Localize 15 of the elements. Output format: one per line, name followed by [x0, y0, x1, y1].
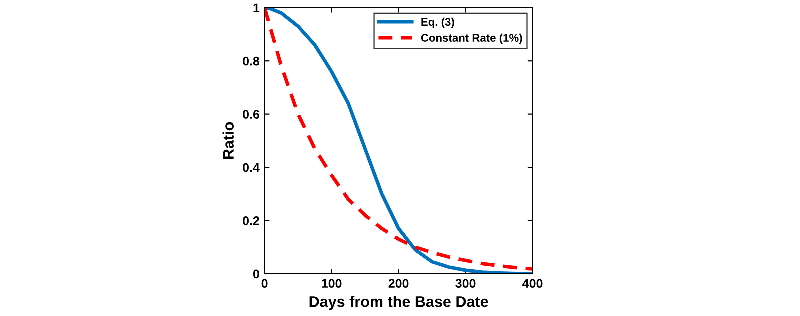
x-axis-title: Days from the Base Date — [310, 296, 488, 310]
y-tick-label: 0 — [253, 270, 260, 279]
legend-label: Constant Rate (1%) — [421, 34, 522, 44]
x-tick-label: 300 — [456, 279, 476, 288]
y-tick-label: 0.6 — [243, 110, 260, 119]
x-tick-label: 200 — [388, 279, 409, 288]
x-tick-label: 0 — [262, 279, 268, 288]
y-tick-label: 0.8 — [243, 56, 260, 66]
x-tick-label: 400 — [522, 279, 543, 288]
y-tick-label: 1 — [254, 4, 260, 12]
y-axis-title: Ratio — [222, 122, 234, 160]
y-tick-label: 0.2 — [243, 216, 260, 226]
x-tick-label: 100 — [322, 279, 342, 288]
legend-label: Eq. (3) — [422, 18, 454, 28]
y-tick-label: 0.4 — [243, 163, 260, 172]
